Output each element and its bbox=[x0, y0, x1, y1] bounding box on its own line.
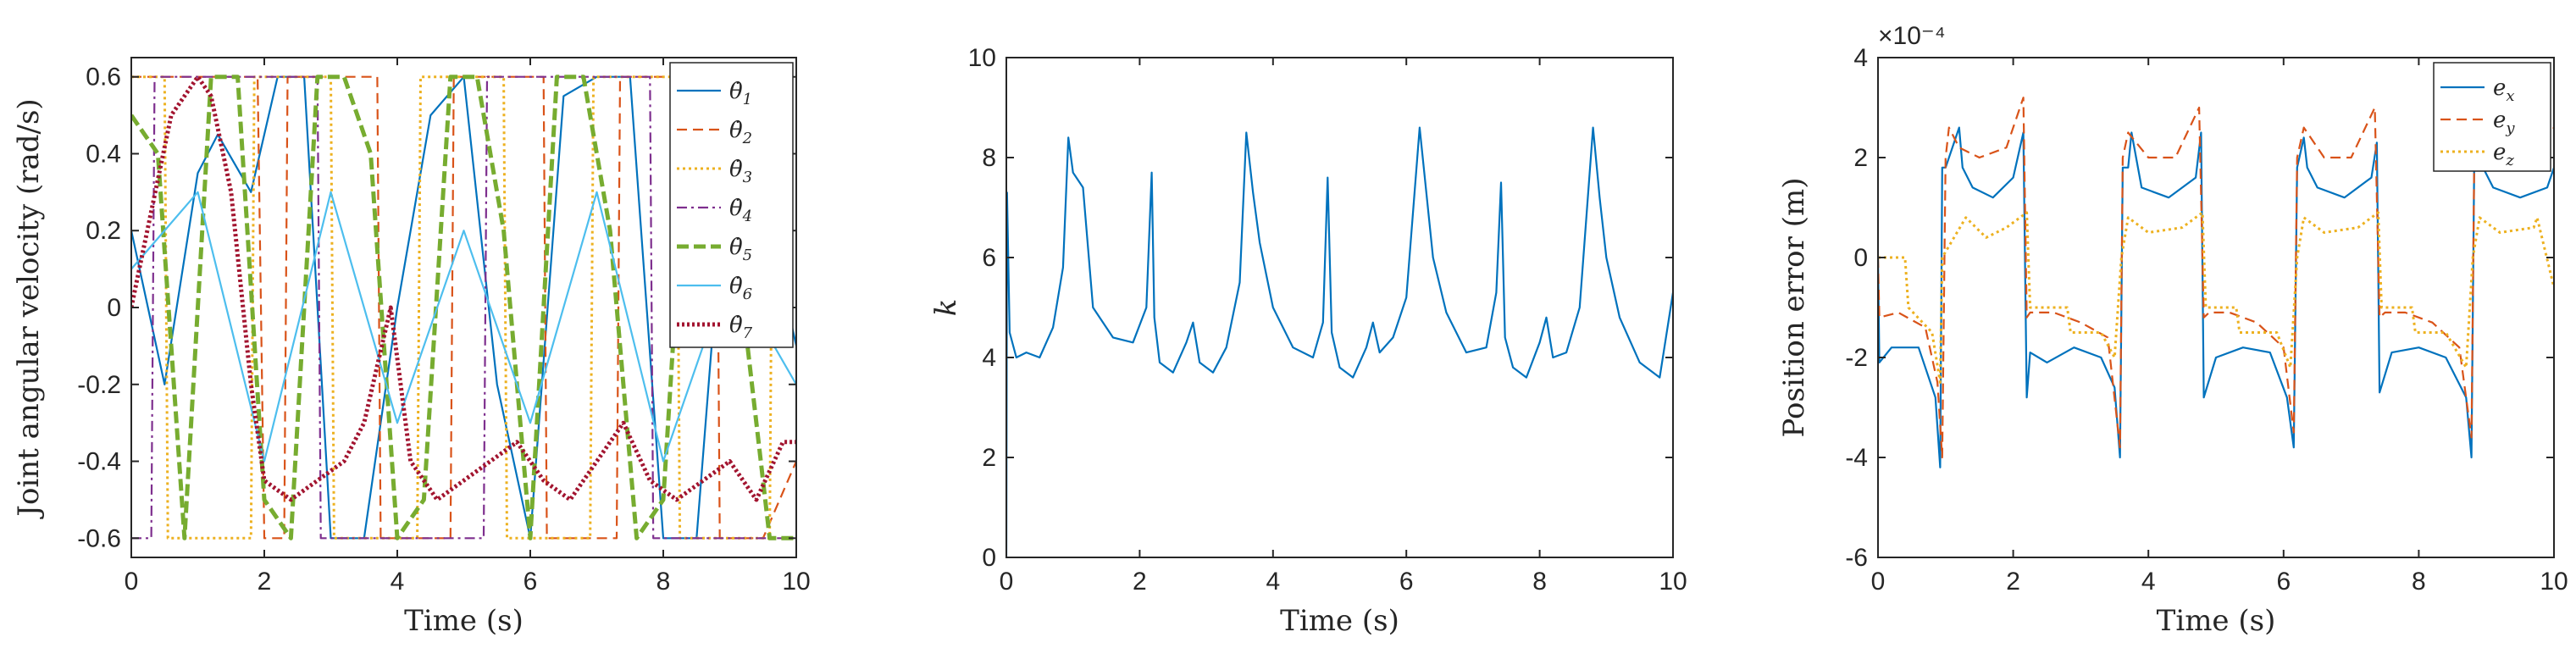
x-tick-label: 2 bbox=[258, 568, 272, 596]
y-tick-label: 0.4 bbox=[86, 140, 121, 168]
x-tick-label: 6 bbox=[1399, 568, 1414, 596]
y-tick-label: 4 bbox=[1853, 44, 1868, 72]
y-tick-label: -0.6 bbox=[77, 524, 121, 552]
legend-label: θ̇3 bbox=[729, 157, 752, 186]
x-tick-label: 10 bbox=[782, 568, 810, 596]
legend-label: θ̇7 bbox=[729, 313, 753, 342]
y-tick-label: 2 bbox=[982, 444, 996, 472]
series-line-7 bbox=[131, 75, 796, 502]
y-tick-label: -4 bbox=[1845, 444, 1868, 472]
plot-area bbox=[1878, 97, 2554, 468]
legend: θ̇1 θ̇2 θ̇3 θ̇4 θ̇5 θ̇6 θ̇7 bbox=[669, 62, 794, 348]
y-tick-label: 0 bbox=[982, 544, 996, 572]
x-tick-label: 6 bbox=[524, 568, 538, 596]
plot-area bbox=[1006, 126, 1673, 557]
y-axis-title: Joint angular velocity (rad/s) bbox=[12, 98, 46, 518]
legend-label: θ̇2 bbox=[729, 118, 752, 147]
x-tick-label: 10 bbox=[2540, 568, 2568, 596]
y-tick-label: 0 bbox=[107, 294, 121, 322]
x-tick-label: 8 bbox=[656, 568, 671, 596]
series-line-3 bbox=[131, 75, 796, 540]
legend-label: ey bbox=[2493, 108, 2515, 137]
legend-label: θ̇1 bbox=[729, 79, 752, 108]
series-line-1 bbox=[1006, 126, 1673, 557]
x-tick-label: 10 bbox=[1659, 568, 1687, 596]
series-line-4 bbox=[131, 75, 796, 540]
legend-box bbox=[669, 62, 794, 348]
x-tick-label: 0 bbox=[125, 568, 139, 596]
series-line-1 bbox=[1878, 126, 2554, 468]
x-tick-label: 6 bbox=[2276, 568, 2291, 596]
axes-frame bbox=[1005, 57, 1674, 558]
x-tick-label: 0 bbox=[1000, 568, 1014, 596]
x-tick-label: 8 bbox=[2412, 568, 2426, 596]
y-tick-label: -0.2 bbox=[77, 371, 121, 399]
legend-label: θ̇6 bbox=[729, 274, 752, 303]
y-tick-label: 0 bbox=[1853, 244, 1868, 272]
y-axis-title: k bbox=[929, 299, 963, 317]
y-tick-label: -0.4 bbox=[77, 448, 121, 476]
x-tick-label: 4 bbox=[2141, 568, 2156, 596]
y-tick-label: 0.6 bbox=[86, 64, 121, 91]
y-tick-label: 4 bbox=[982, 344, 996, 372]
y-tick-label: 6 bbox=[982, 244, 996, 272]
x-tick-label: 2 bbox=[2006, 568, 2020, 596]
x-axis-title: Time (s) bbox=[404, 604, 524, 638]
x-tick-label: 4 bbox=[1266, 568, 1280, 596]
y-tick-label: 10 bbox=[968, 44, 996, 72]
x-tick-label: 2 bbox=[1133, 568, 1147, 596]
axes-frame bbox=[1877, 57, 2555, 558]
y-tick-label: -2 bbox=[1845, 344, 1868, 372]
y-axis-title: Position error (m) bbox=[1777, 178, 1811, 438]
chart-panel-1: 0 2 4 6 8 10 -0.6 -0.4 -0.2 0 0.2 0.4 0.6 Time (s) Joi… bbox=[12, 57, 811, 638]
series-line-6 bbox=[131, 191, 796, 463]
y-tick-label: 0.2 bbox=[86, 217, 121, 245]
legend: ex ey ez bbox=[2433, 62, 2551, 172]
legend-label: θ̇4 bbox=[729, 196, 752, 225]
x-axis-title: Time (s) bbox=[1280, 604, 1399, 638]
x-axis-title: Time (s) bbox=[2157, 604, 2276, 638]
x-tick-label: 0 bbox=[1871, 568, 1886, 596]
y-tick-label: -6 bbox=[1845, 544, 1868, 572]
legend-label: θ̇5 bbox=[729, 235, 752, 264]
legend-label: ex bbox=[2493, 75, 2515, 105]
y-tick-label: 8 bbox=[982, 144, 996, 172]
legend-box bbox=[2433, 62, 2551, 172]
legend-label: ez bbox=[2493, 140, 2514, 169]
x-tick-label: 4 bbox=[391, 568, 405, 596]
chart-panel-2: 0 2 4 6 8 10 0 2 4 6 8 10 Time (s) k bbox=[929, 44, 1687, 638]
x-tick-label: 8 bbox=[1532, 568, 1547, 596]
series-line-2 bbox=[1878, 97, 2554, 459]
y-multiplier: ×10⁻⁴ bbox=[1878, 22, 1946, 50]
series-line-2 bbox=[131, 75, 796, 540]
y-tick-label: 2 bbox=[1853, 144, 1868, 172]
